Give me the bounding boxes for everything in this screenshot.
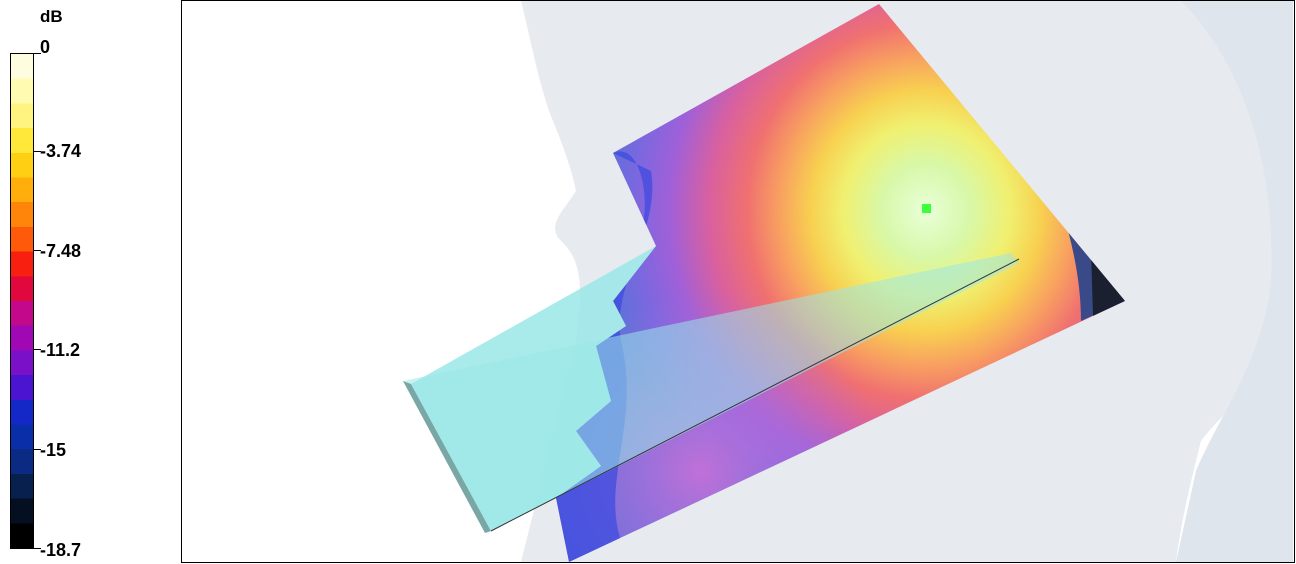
colorbar <box>10 53 34 549</box>
3d-viewport[interactable] <box>181 0 1295 563</box>
sar-scene <box>403 1 1293 562</box>
tick-label-5: -18.7 <box>40 540 82 560</box>
colorbar-tick <box>34 349 41 350</box>
peak-marker <box>922 204 931 213</box>
colorbar-tick <box>34 449 41 450</box>
tick-label-4: -15 <box>40 440 67 460</box>
device-edge <box>403 381 491 533</box>
handset-device <box>403 246 1020 533</box>
tick-label-0: 0 <box>40 37 51 57</box>
tick-label-3: -11.2 <box>40 340 81 360</box>
device-front <box>411 246 656 531</box>
head-shading <box>1176 1 1293 562</box>
colorbar-tick <box>34 151 41 152</box>
tick-label-2: -7.48 <box>40 241 82 261</box>
color-scale-legend: dB 0 -3.74 -7.48 -11.2 -15 -18.7 <box>0 0 180 564</box>
legend-unit: dB <box>40 7 63 26</box>
tick-label-1: -3.74 <box>40 141 82 161</box>
colorbar-tick <box>34 250 41 251</box>
colorbar-tick <box>34 53 41 54</box>
colorbar-tick <box>34 548 41 549</box>
